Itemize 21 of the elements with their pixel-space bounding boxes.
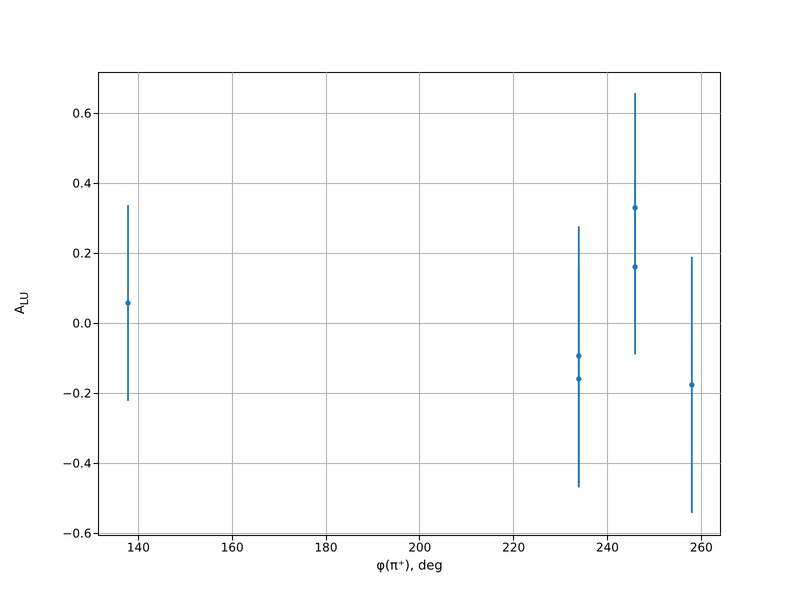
y-tick-label: 0.0 (72, 316, 92, 330)
y-tick-label: −0.4 (62, 456, 92, 470)
point (632, 205, 638, 210)
y-tick-label: 0.2 (72, 246, 92, 260)
x-tick-label: 180 (314, 540, 338, 554)
x-tick-label: 220 (502, 540, 526, 554)
point (576, 376, 582, 382)
point (689, 382, 694, 388)
x-tick-label: 200 (408, 540, 432, 554)
y-tick-label: 0.6 (72, 106, 92, 120)
point (576, 353, 582, 358)
x-axis-title: φ(π⁺), deg (376, 558, 443, 574)
x-tick-label: 260 (690, 540, 713, 554)
x-tick-label: 140 (126, 540, 150, 554)
y-tick-label: −0.2 (62, 386, 92, 400)
y-tick-label: −0.6 (62, 526, 92, 540)
y-tick-label: 0.4 (72, 176, 92, 190)
x-tick-label: 160 (220, 540, 244, 554)
point (632, 264, 638, 270)
point (125, 300, 131, 306)
x-tick-label: 240 (596, 540, 619, 554)
